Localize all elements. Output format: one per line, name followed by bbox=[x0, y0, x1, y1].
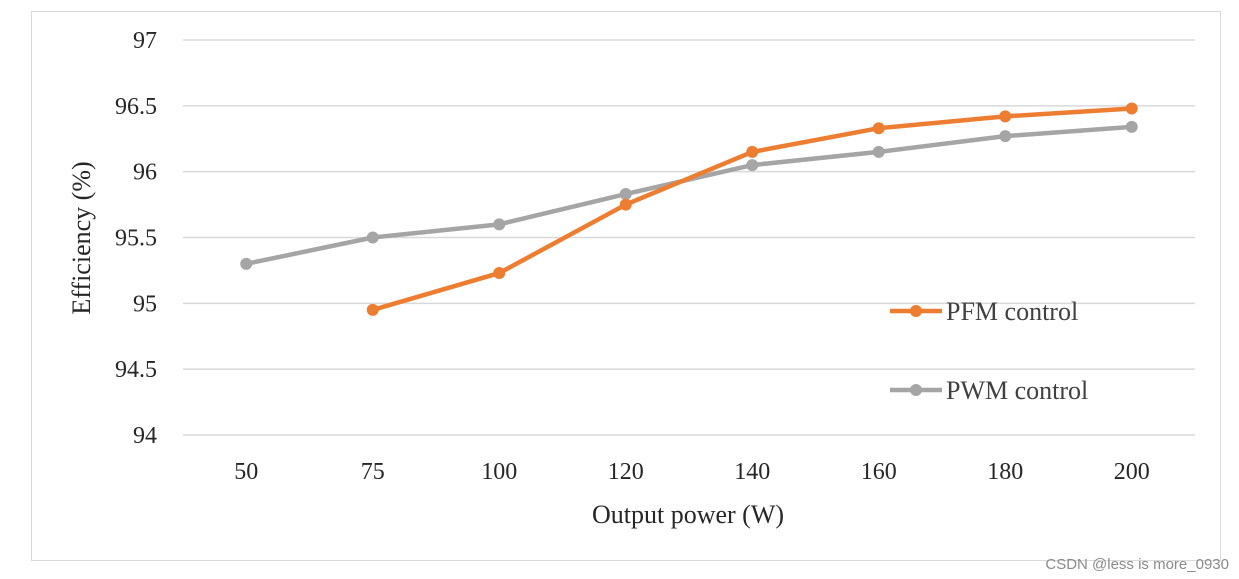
data-point bbox=[366, 303, 379, 316]
y-tick-label: 97 bbox=[133, 28, 157, 54]
x-tick-label: 140 bbox=[734, 459, 770, 485]
x-tick-labels: 50 75 100 120 140 160 180 200 bbox=[234, 459, 1150, 485]
data-point bbox=[366, 231, 379, 244]
x-tick-label: 160 bbox=[861, 459, 897, 485]
data-point bbox=[872, 122, 885, 135]
x-tick-label: 120 bbox=[608, 459, 644, 485]
data-point bbox=[619, 188, 632, 201]
x-tick-label: 180 bbox=[987, 459, 1023, 485]
y-tick-label: 96.5 bbox=[115, 94, 157, 120]
legend-label: PFM control bbox=[946, 297, 1078, 326]
series-pfm-control bbox=[366, 102, 1138, 316]
watermark-text: CSDN @less is more_0930 bbox=[1045, 556, 1229, 573]
x-tick-label: 100 bbox=[481, 459, 517, 485]
x-axis-title: Output power (W) bbox=[592, 500, 784, 529]
data-point bbox=[240, 257, 253, 270]
data-point bbox=[1125, 120, 1138, 133]
data-point bbox=[493, 218, 506, 231]
legend-label: PWM control bbox=[946, 376, 1088, 405]
legend-swatch-marker bbox=[910, 305, 922, 317]
data-point bbox=[746, 145, 759, 158]
series-line bbox=[370, 106, 1134, 313]
data-point bbox=[999, 110, 1012, 123]
y-tick-labels: 94 94.5 95 95.5 96 96.5 97 bbox=[115, 28, 157, 449]
y-tick-label: 95.5 bbox=[115, 226, 157, 252]
series-lines bbox=[240, 102, 1138, 316]
y-tick-label: 94.5 bbox=[115, 357, 157, 383]
data-point bbox=[1125, 102, 1138, 115]
y-tick-label: 96 bbox=[133, 160, 157, 186]
data-point bbox=[746, 159, 759, 172]
gridlines bbox=[183, 39, 1195, 436]
data-point bbox=[619, 198, 632, 211]
series-line bbox=[244, 124, 1134, 267]
data-point bbox=[872, 145, 885, 158]
x-tick-label: 200 bbox=[1114, 459, 1150, 485]
y-tick-label: 94 bbox=[133, 423, 157, 449]
chart-frame bbox=[31, 11, 1221, 561]
legend-swatch-marker bbox=[910, 384, 922, 396]
data-point bbox=[999, 130, 1012, 143]
x-tick-label: 50 bbox=[234, 459, 258, 485]
y-axis-title: Efficiency (%) bbox=[67, 161, 96, 314]
x-tick-label: 75 bbox=[361, 459, 385, 485]
series-pwm-control bbox=[240, 120, 1138, 270]
y-tick-label: 95 bbox=[133, 291, 157, 317]
data-point bbox=[493, 267, 506, 280]
legend: PFM control PWM control bbox=[890, 297, 1088, 405]
